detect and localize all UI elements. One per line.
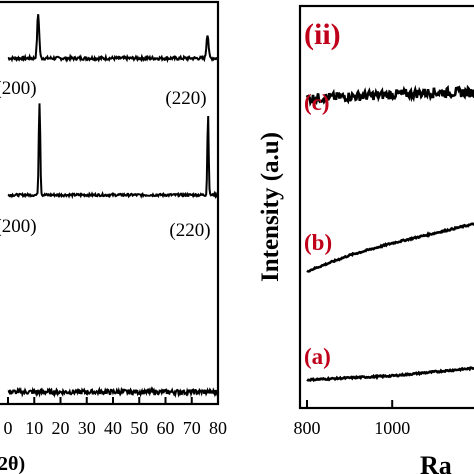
xrd-curves <box>7 14 219 399</box>
xrd-x-tick-label: 80 <box>209 418 227 438</box>
xrd-x-tick-label: 20 <box>52 418 70 438</box>
xrd-x-axis-label: 2θ) <box>0 453 25 474</box>
raman-series-line <box>306 222 474 273</box>
xrd-x-tick-label: 60 <box>157 418 175 438</box>
xrd-peak-label: (200) <box>0 216 37 237</box>
xrd-peak-label: (200) <box>0 78 37 99</box>
raman-series-line <box>306 366 474 383</box>
raman-series-labels: (c) (b) (a) <box>304 90 332 369</box>
raman-plot-frame <box>298 4 474 410</box>
xrd-series-line <box>7 386 219 399</box>
raman-series-line <box>305 84 474 108</box>
raman-x-axis-label: Ra <box>420 451 452 474</box>
xrd-panel: 0 10 20 30 40 50 60 70 80 (200) (220) (200) (220) 2… <box>0 0 227 474</box>
raman-y-axis-label: Intensity (a.u) <box>257 132 284 282</box>
xrd-x-tick-label: 50 <box>130 418 148 438</box>
xrd-peak-annotations: (200) (220) (200) (220) <box>0 78 211 241</box>
xrd-x-tick-label: 10 <box>25 418 43 438</box>
xrd-peak-label: (220) <box>169 220 210 241</box>
xrd-plot-frame <box>0 0 220 406</box>
xrd-x-tick-label: 40 <box>104 418 122 438</box>
raman-series-label: (b) <box>304 230 332 255</box>
xrd-x-tick-label: 30 <box>78 418 96 438</box>
xrd-x-ticks: 0 10 20 30 40 50 60 70 80 <box>4 397 227 438</box>
xrd-peak-label: (220) <box>165 88 206 109</box>
raman-series-label: (c) <box>304 90 330 115</box>
raman-panel-label: (ii) <box>304 18 341 51</box>
xrd-series-line <box>7 103 219 200</box>
raman-curves <box>305 84 474 383</box>
raman-panel: (ii) Intensity (a.u) (c) (b) (a) 800 1000 R… <box>257 4 474 474</box>
xrd-x-tick-label: 70 <box>183 418 201 438</box>
raman-x-ticks: 800 1000 <box>294 400 410 438</box>
xrd-x-tick-label: 0 <box>4 418 13 438</box>
raman-x-tick-label: 800 <box>294 418 321 438</box>
xrd-series-line <box>7 14 219 64</box>
raman-series-label: (a) <box>304 344 331 369</box>
raman-x-tick-label: 1000 <box>374 418 410 438</box>
